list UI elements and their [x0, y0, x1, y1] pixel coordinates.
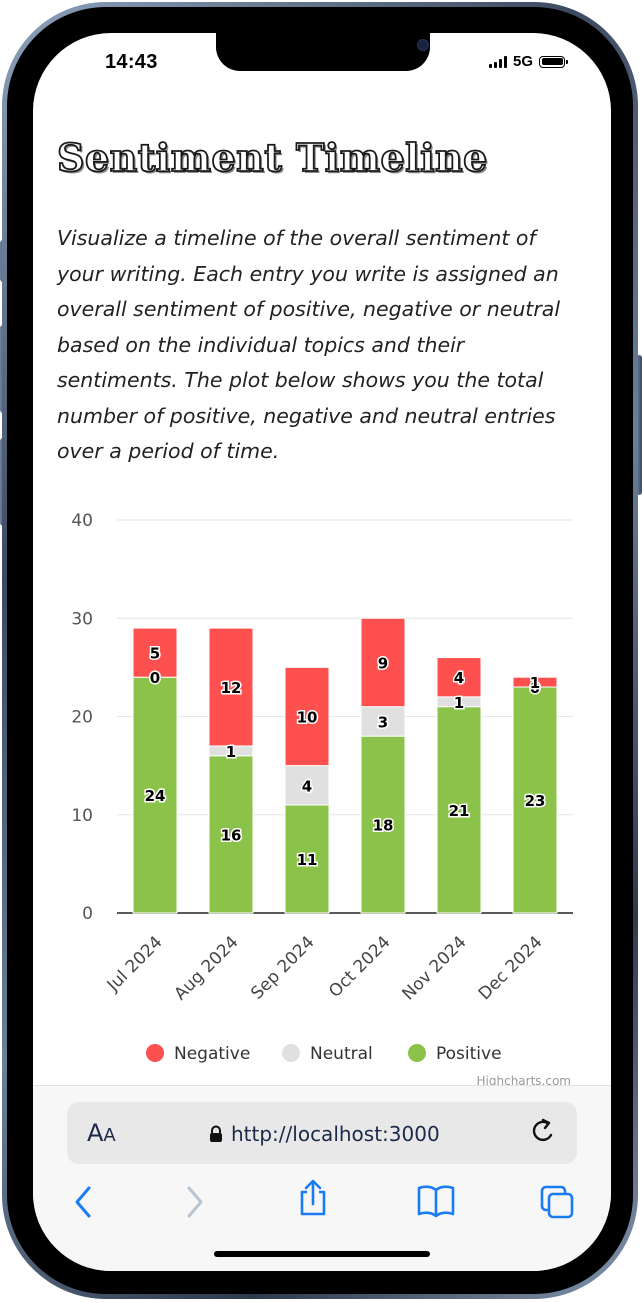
y-tick-label: 20: [71, 708, 93, 728]
data-label-negative: 4: [454, 669, 464, 687]
bar-negative: [208, 627, 254, 747]
data-label-negative: 5: [150, 645, 160, 663]
data-label-neutral: 3: [378, 713, 388, 731]
x-tick-label: Jul 2024: [103, 932, 167, 996]
tabs-icon[interactable]: [539, 1184, 575, 1220]
y-tick-label: 40: [71, 511, 93, 531]
browser-toolbar: [33, 1179, 611, 1230]
data-label-neutral: 0: [150, 669, 160, 687]
back-icon[interactable]: [71, 1184, 95, 1220]
data-label-neutral: 4: [302, 777, 312, 795]
signal-bars-icon: [488, 55, 507, 68]
browser-chrome: AA http://localhost:3000: [33, 1085, 611, 1271]
bar-negative: [436, 657, 482, 698]
legend-marker-neutral[interactable]: [282, 1044, 300, 1062]
bar-positive: [132, 676, 178, 914]
legend-marker-positive[interactable]: [408, 1044, 426, 1062]
legend-label-neutral[interactable]: Neutral: [310, 1044, 373, 1064]
data-label-negative: 1: [530, 674, 540, 692]
data-label-negative: 12: [221, 679, 242, 697]
data-label-negative: 10: [297, 709, 318, 727]
bar-negative: [360, 617, 406, 708]
page-description: Visualize a timeline of the overall sent…: [57, 226, 561, 463]
legend-marker-negative[interactable]: [146, 1044, 164, 1062]
data-label-neutral: 1: [226, 743, 236, 761]
page-title: Sentiment Timeline: [56, 134, 488, 181]
bar-positive: [284, 804, 330, 914]
reload-icon[interactable]: [529, 1118, 557, 1148]
front-camera: [417, 39, 429, 51]
chart-credit[interactable]: Highcharts.com: [477, 1074, 571, 1085]
legend-label-positive[interactable]: Positive: [436, 1044, 502, 1064]
bar-positive: [208, 755, 254, 914]
bar-negative: [512, 676, 558, 688]
network-type: 5G: [512, 53, 533, 70]
bar-positive: [512, 686, 558, 914]
data-label-positive: 16: [221, 826, 242, 844]
x-tick-label: Oct 2024: [325, 932, 394, 1001]
data-label-positive: 24: [145, 787, 166, 805]
bar-negative: [132, 627, 178, 678]
address-bar[interactable]: AA http://localhost:3000: [67, 1102, 577, 1164]
share-icon[interactable]: [297, 1178, 329, 1218]
lock-icon: [210, 1125, 222, 1142]
bar-neutral: [284, 765, 330, 806]
bar-negative: [284, 666, 330, 767]
status-time: 14:43: [105, 51, 158, 73]
bar-positive: [436, 706, 482, 914]
status-bar: 14:43 5G: [33, 33, 611, 93]
x-tick-label: Dec 2024: [475, 932, 547, 1004]
power-button: [636, 355, 642, 495]
data-label-positive: 21: [449, 802, 470, 820]
url-text[interactable]: http://localhost:3000: [231, 1122, 440, 1146]
x-tick-label: Nov 2024: [399, 932, 471, 1004]
dynamic-notch: [216, 33, 430, 71]
x-tick-label: Sep 2024: [247, 932, 318, 1003]
legend-label-negative[interactable]: Negative: [174, 1044, 250, 1064]
data-label-negative: 9: [378, 654, 388, 672]
data-label-positive: 23: [525, 792, 546, 810]
data-label-positive: 18: [373, 817, 394, 835]
forward-icon[interactable]: [183, 1184, 207, 1220]
text-size-button[interactable]: AA: [87, 1119, 116, 1147]
bar-positive: [360, 735, 406, 914]
y-tick-label: 0: [82, 904, 93, 924]
data-label-neutral: 0: [530, 679, 540, 697]
home-indicator: [214, 1251, 430, 1257]
data-label-neutral: 1: [454, 694, 464, 712]
data-label-positive: 11: [297, 851, 318, 869]
x-tick-label: Aug 2024: [170, 932, 242, 1004]
bookmarks-icon[interactable]: [417, 1184, 455, 1218]
y-tick-label: 10: [71, 806, 93, 826]
battery-icon: [539, 55, 568, 68]
y-tick-label: 30: [71, 609, 93, 629]
phone-screen: 14:43 5G Sentiment Timeline Visualize a …: [33, 33, 611, 1271]
